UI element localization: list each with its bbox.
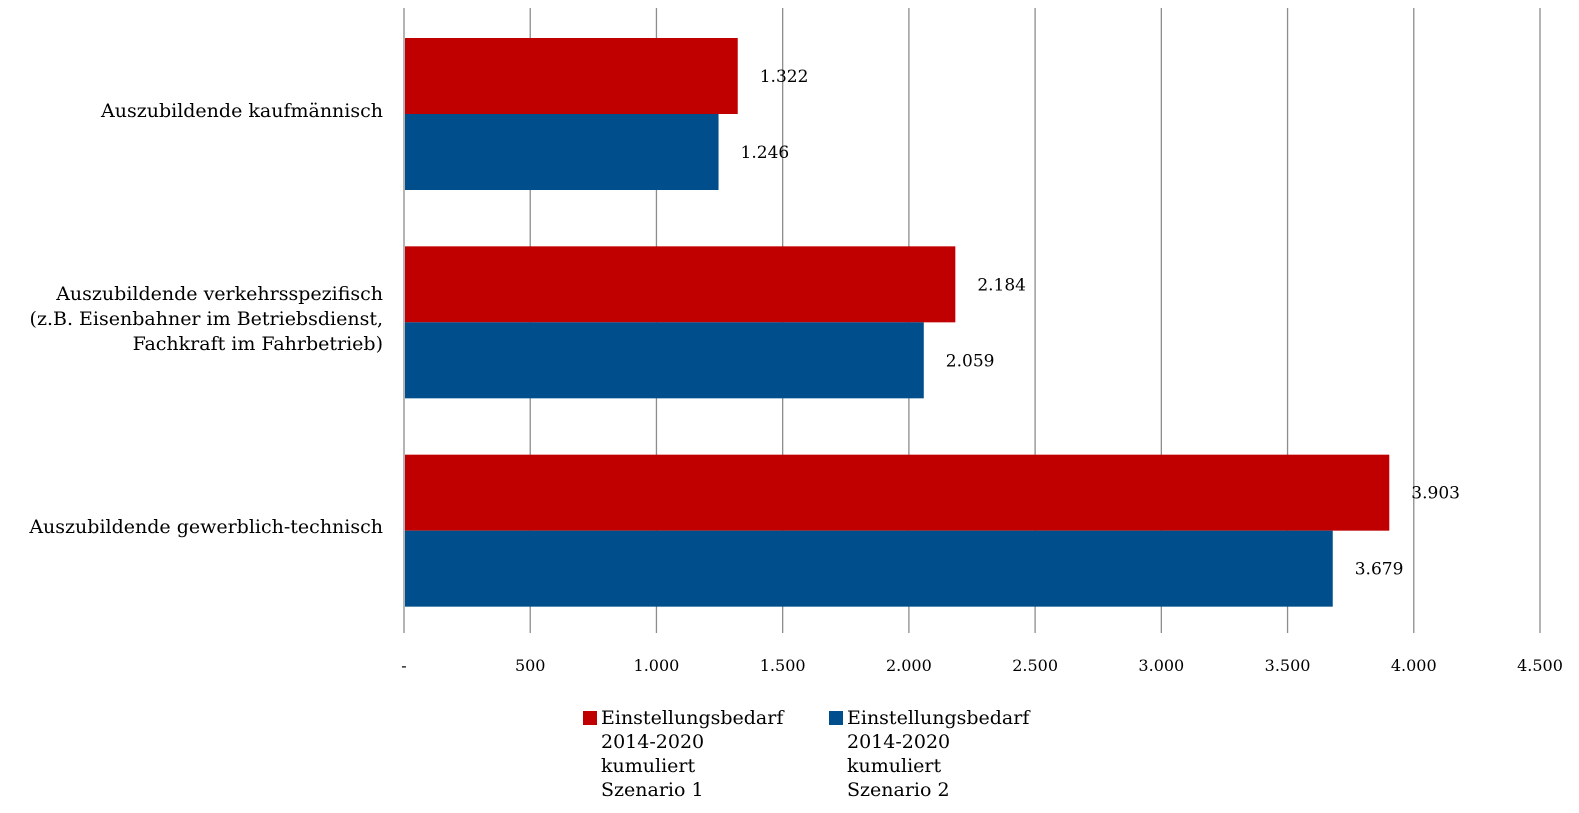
x-tick-label-4000: 4.000: [1391, 656, 1437, 675]
bar-series-1-cat-2: [405, 246, 956, 323]
data-label-series-2-cat-3: 3.679: [1355, 560, 1404, 580]
bar-series-2-cat-3: [405, 530, 1333, 607]
x-tick-label-2500: 2.500: [1012, 656, 1058, 675]
category-label-2: Auszubildende verkehrsspezifisch (z.B. E…: [29, 282, 383, 355]
legend-item-series-2: Einstellungsbedarf 2014-2020 kumuliert S…: [829, 706, 1067, 802]
bar-series-1-cat-1: [405, 38, 738, 114]
bar-series-2-cat-1: [405, 114, 719, 190]
category-label-3: Auszubildende gewerblich-technisch: [29, 516, 383, 539]
x-tick-label-0: -: [401, 656, 406, 675]
legend-label-series-2: Einstellungsbedarf 2014-2020 kumuliert S…: [847, 707, 1030, 801]
data-label-series-1-cat-2: 2.184: [977, 275, 1026, 295]
bar-series-1-cat-3: [405, 454, 1390, 531]
category-label-1: Auszubildende kaufmännisch: [101, 99, 383, 122]
x-tick-label-3000: 3.000: [1138, 656, 1184, 675]
data-label-series-2-cat-2: 2.059: [946, 351, 995, 371]
data-label-series-1-cat-1: 1.322: [760, 67, 809, 87]
data-label-series-2-cat-1: 1.246: [741, 143, 790, 163]
x-tick-label-1500: 1.500: [760, 656, 806, 675]
x-tick-label-2000: 2.000: [886, 656, 932, 675]
legend: Einstellungsbedarf 2014-2020 kumuliert S…: [583, 706, 1067, 802]
bar-series-2-cat-2: [405, 322, 924, 399]
legend-swatch-series-1: [583, 711, 597, 725]
data-label-series-1-cat-3: 3.903: [1411, 484, 1460, 504]
x-tick-label-4500: 4.500: [1517, 656, 1563, 675]
x-tick-label-3500: 3.500: [1265, 656, 1311, 675]
legend-item-series-1: Einstellungsbedarf 2014-2020 kumuliert S…: [583, 706, 821, 802]
legend-label-series-1: Einstellungsbedarf 2014-2020 kumuliert S…: [601, 707, 784, 801]
x-tick-label-1000: 1.000: [634, 656, 680, 675]
bar-chart: - 500 1.000 1.500 2.000 2.500 3.000 3.500 4.000 4…: [401, 8, 1563, 675]
x-tick-label-500: 500: [515, 656, 546, 675]
legend-swatch-series-2: [829, 711, 843, 725]
